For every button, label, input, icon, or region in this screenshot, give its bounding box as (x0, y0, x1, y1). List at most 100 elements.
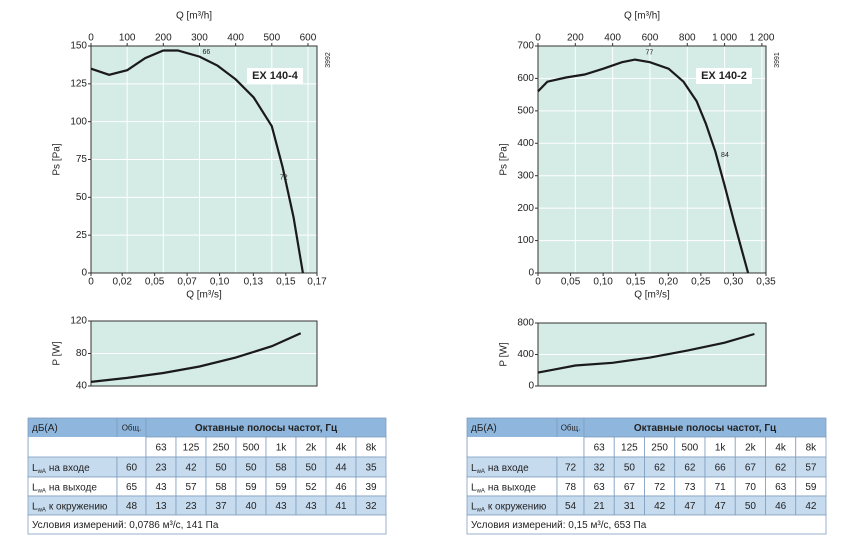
cell-text: 1k (715, 443, 727, 454)
row-subscript: wA (37, 507, 46, 513)
cell-text: 50 (245, 463, 257, 474)
x2-tick-label: 0,25 (691, 277, 711, 288)
row-subscript: wA (476, 469, 485, 475)
cell-text: 37 (215, 501, 227, 512)
plot-frame (537, 45, 767, 274)
row-subscript: wA (37, 488, 46, 494)
x2-tick-label: 0,07 (177, 277, 197, 288)
x2-tick-label: 0,17 (307, 277, 327, 288)
x-tick-label: 500 (263, 33, 280, 44)
y-tick-label: 100 (70, 116, 87, 127)
y-tick-label: 500 (517, 105, 534, 116)
row-label: LwA к окружению (471, 501, 547, 513)
cell-text: 43 (155, 482, 167, 493)
figure-code: 3992 (325, 52, 332, 68)
cell-text: 23 (155, 463, 167, 474)
cell-text: 1k (276, 443, 288, 454)
row-subscript: wA (476, 488, 485, 494)
cell-text: 62 (654, 463, 666, 474)
y-tick-label: 0 (528, 268, 534, 279)
cell-text: 58 (215, 482, 227, 493)
x-tick-label: 0 (88, 33, 94, 44)
x2-axis-label: Q [m³/s] (186, 290, 222, 301)
y-tick-label: 50 (76, 192, 88, 203)
y-tick-label: 150 (70, 41, 87, 52)
row-symbol: L (32, 501, 38, 512)
cell-text: 72 (654, 482, 666, 493)
cell-text: 8k (366, 443, 378, 454)
row-subscript: wA (476, 507, 485, 513)
cell-text: Общ. (122, 424, 142, 433)
cell-text: 70 (745, 482, 757, 493)
cell-text: 21 (594, 501, 606, 512)
row-symbol: L (32, 463, 38, 474)
cell-text: 57 (185, 482, 197, 493)
x2-tick-label: 0,35 (756, 277, 776, 288)
row-text: на входе (488, 463, 529, 474)
x2-tick-label: 0,10 (210, 277, 230, 288)
cell-text: 2k (306, 443, 318, 454)
x2-tick-label: 0,02 (112, 277, 132, 288)
x2-tick-label: 0,30 (724, 277, 744, 288)
y-tick-label: 400 (517, 349, 534, 360)
x2-axis-label: Q [m³/s] (634, 290, 670, 301)
curve-annotation: 77 (645, 49, 653, 56)
y-tick-label: 75 (76, 154, 88, 165)
plot-frame (90, 320, 318, 387)
figure-code: 3991 (774, 52, 781, 68)
cell-text: 50 (215, 463, 227, 474)
cell-text: 59 (275, 482, 287, 493)
cell-text: 50 (745, 501, 757, 512)
model-label: EX 140-2 (701, 70, 747, 82)
cell-text: 62 (684, 463, 696, 474)
y-tick-label: 400 (517, 138, 534, 149)
x-tick-label: 1 000 (712, 33, 737, 44)
row-label: LwA на выходе (471, 482, 536, 494)
cell-text: 500 (682, 443, 699, 454)
cell-text: 65 (126, 482, 138, 493)
cell-text: 47 (684, 501, 696, 512)
curve-annotation: 66 (202, 49, 210, 56)
cell-text: 4k (775, 443, 787, 454)
x-tick-label: 800 (679, 33, 696, 44)
cell-text: 4k (336, 443, 348, 454)
row-text: на входе (49, 463, 90, 474)
x2-tick-label: 0,13 (244, 277, 264, 288)
cell-text: 48 (126, 501, 138, 512)
cell-text: Условия измерений: 0,15 м³/с, 653 Па (471, 520, 647, 531)
row-text: к окружению (49, 501, 108, 512)
curve (537, 332, 755, 374)
cell-text: 52 (305, 482, 317, 493)
x-tick-label: 200 (155, 33, 172, 44)
y-tick-label: 120 (70, 316, 87, 327)
cell-text: 50 (624, 463, 636, 474)
spectrum-table: дБ(А) Общ. Октавные полосы частот, Гц 63 125… (466, 417, 827, 535)
cell-text: 66 (715, 463, 727, 474)
model-label: EX 140-4 (252, 70, 299, 82)
x2-tick-label: 0 (535, 277, 541, 288)
table-cell (467, 437, 584, 457)
cell-text: 250 (213, 443, 230, 454)
cell-text: 44 (335, 463, 347, 474)
cell-text: 63 (594, 443, 606, 454)
table-cell (466, 514, 827, 535)
y-tick-label: 200 (517, 203, 534, 214)
row-label: LwA к окружению (32, 501, 108, 513)
plot-frame (537, 322, 767, 387)
cell-text: 57 (805, 463, 817, 474)
row-label: LwA на выходе (32, 482, 97, 494)
cell-text: 43 (275, 501, 287, 512)
row-label: LwA на входе (32, 463, 90, 475)
y-tick-label: 700 (517, 41, 534, 52)
cell-text: 2k (745, 443, 757, 454)
cell-text: 59 (245, 482, 257, 493)
cell-text: 50 (305, 463, 317, 474)
x-tick-label: 200 (567, 33, 584, 44)
y-tick-label: 80 (76, 348, 88, 359)
cell-text: Условия измерений: 0,0786 м³/с, 141 Па (32, 520, 219, 531)
cell-text: 63 (155, 443, 167, 454)
model-box (247, 68, 303, 84)
cell-text: 39 (365, 482, 377, 493)
cell-text: 32 (365, 501, 377, 512)
row-subscript: wA (37, 469, 46, 475)
